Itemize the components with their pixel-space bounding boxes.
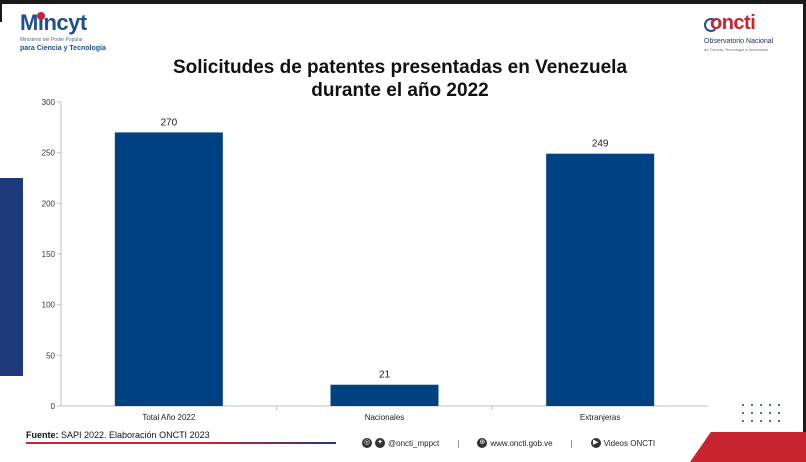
footer-links: ◎ ✦ @oncti_mppct | ⊕ www.oncti.gob.ve | … bbox=[362, 436, 655, 450]
mincyt-logo-dot bbox=[37, 12, 45, 20]
mincyt-logo-line1: Ministerio del Poder Popular bbox=[20, 37, 83, 43]
right-border bbox=[803, 0, 806, 462]
oncti-logo-name: oncti bbox=[710, 12, 756, 34]
top-border bbox=[0, 0, 806, 4]
x-tick-label: Total Año 2022 bbox=[142, 413, 195, 422]
decorative-dot-grid bbox=[742, 404, 788, 426]
title-line-1: Solicitudes de patentes presentadas en V… bbox=[172, 57, 628, 78]
footer-separator-1: | bbox=[457, 438, 460, 448]
bar bbox=[330, 384, 439, 406]
oncti-logo-line2: de Ciencia, Tecnología e Innovación bbox=[704, 47, 769, 52]
source-label: Fuente: bbox=[26, 430, 59, 440]
footer-divider-line bbox=[26, 442, 336, 444]
website-link[interactable]: www.oncti.gob.ve bbox=[490, 438, 553, 448]
x-tick-label: Extranjeras bbox=[580, 413, 620, 422]
y-tick-label: 150 bbox=[42, 250, 56, 259]
x-tick-label: Nacionales bbox=[365, 413, 405, 422]
oncti-swoosh-icon bbox=[704, 18, 718, 32]
mincyt-logo-name: Mincyt bbox=[20, 10, 87, 35]
mincyt-logo-line2: para Ciencia y Tecnología bbox=[20, 45, 106, 52]
oncti-logo-line1: Observatorio Nacional bbox=[704, 38, 774, 45]
data-label: 270 bbox=[160, 117, 177, 128]
social-handle[interactable]: @oncti_mppct bbox=[388, 438, 440, 448]
left-border-tick bbox=[0, 4, 2, 22]
y-tick-label: 100 bbox=[42, 301, 56, 310]
y-tick-label: 0 bbox=[51, 402, 56, 411]
bar bbox=[546, 153, 655, 406]
bar bbox=[114, 132, 223, 406]
y-tick-label: 50 bbox=[46, 351, 55, 360]
y-tick-label: 250 bbox=[42, 149, 56, 158]
side-accent-bar bbox=[0, 178, 23, 376]
source-text: SAPI 2022. Elaboración ONCTI 2023 bbox=[58, 430, 210, 440]
source-note: Fuente: SAPI 2022. Elaboración ONCTI 202… bbox=[26, 430, 210, 440]
footer-separator-2: | bbox=[570, 438, 573, 448]
data-label: 21 bbox=[379, 370, 391, 381]
title-line-2: durante el año 2022 bbox=[311, 80, 489, 101]
instagram-icon: ◎ bbox=[362, 438, 372, 448]
data-label: 249 bbox=[592, 139, 609, 150]
y-tick-label: 200 bbox=[42, 199, 56, 208]
page-title: Solicitudes de patentes presentadas en V… bbox=[130, 56, 670, 102]
y-tick-label: 300 bbox=[42, 98, 56, 107]
video-icon: ▶ bbox=[590, 438, 601, 448]
videos-link[interactable]: Videos ONCTI bbox=[603, 438, 656, 448]
red-corner-accent bbox=[690, 432, 806, 462]
oncti-logo: oncti Observatorio Nacional de Ciencia, … bbox=[704, 12, 794, 52]
globe-icon: ⊕ bbox=[477, 438, 488, 448]
twitter-icon: ✦ bbox=[375, 438, 385, 448]
mincyt-logo: Mincyt Ministerio del Poder Popular para… bbox=[20, 10, 120, 52]
